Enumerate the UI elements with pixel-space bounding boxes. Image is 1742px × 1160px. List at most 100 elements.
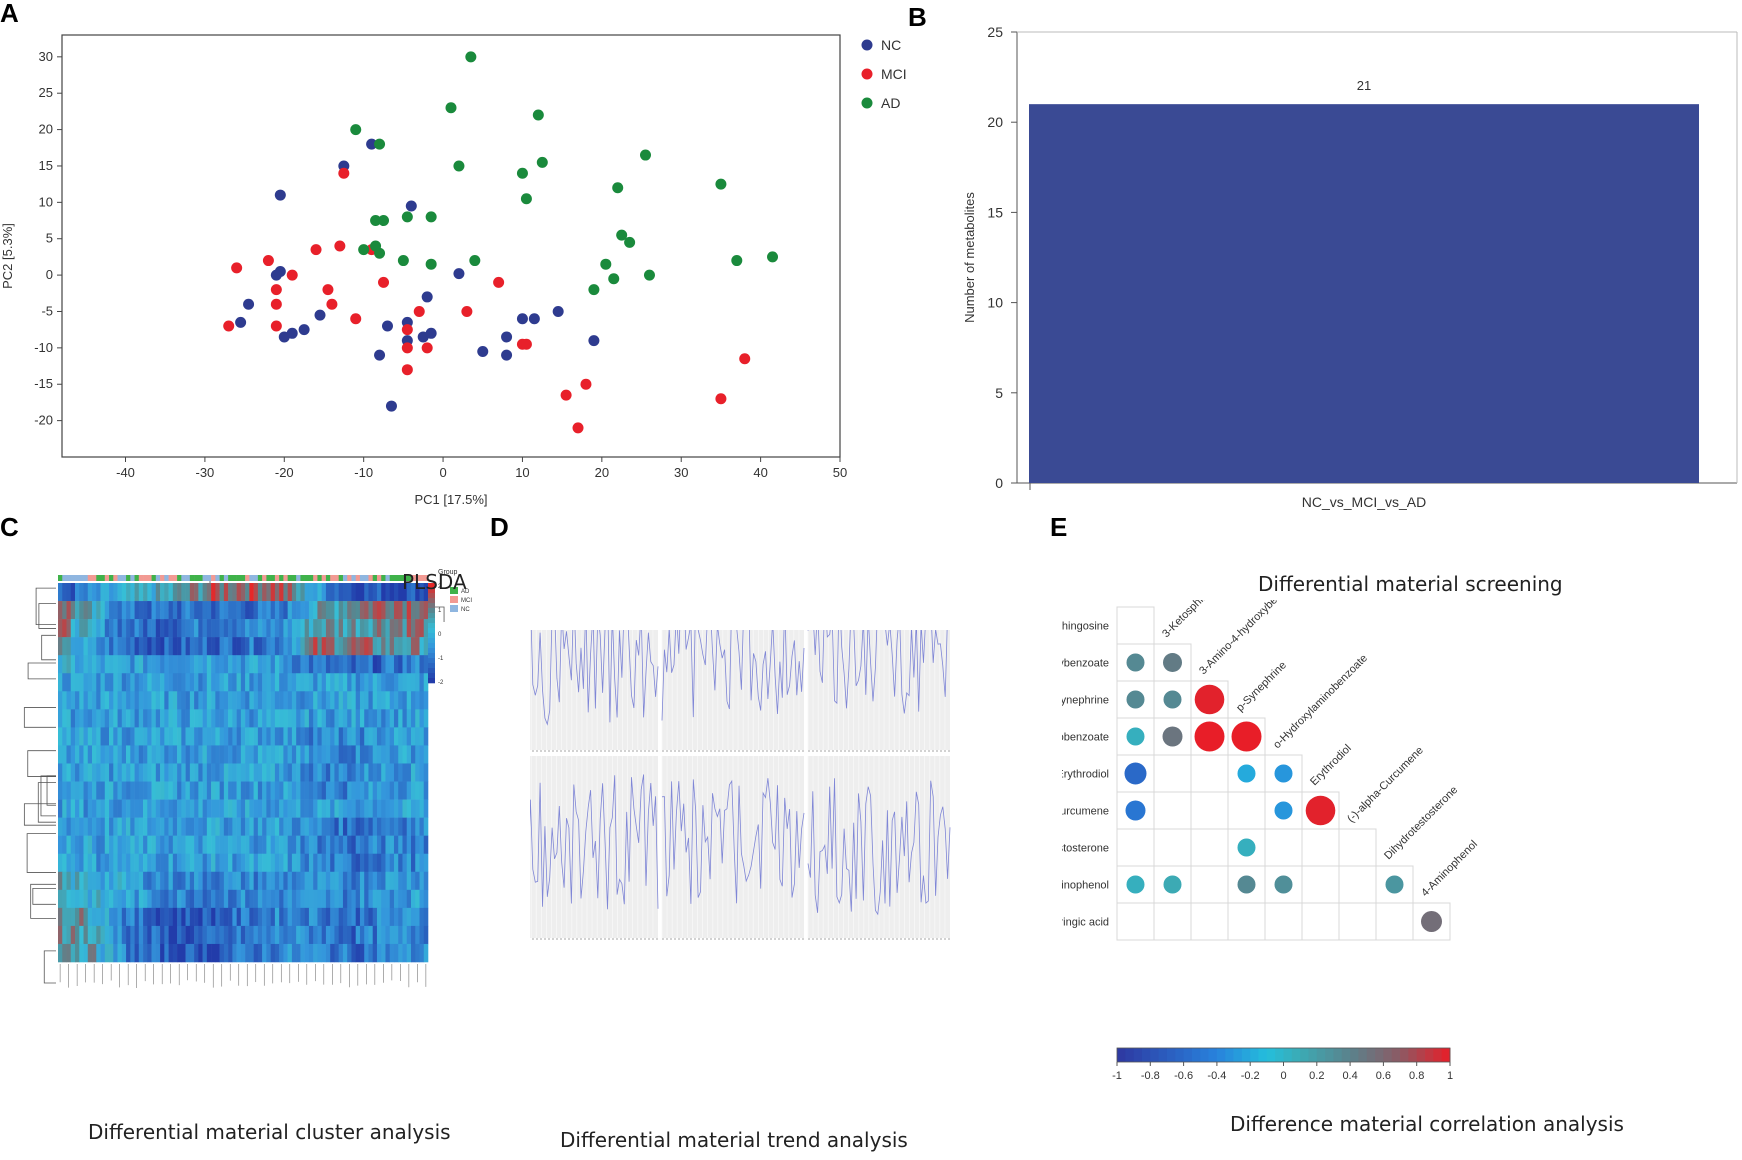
heatmap-cell — [189, 889, 195, 909]
heatmap-cell — [70, 817, 76, 836]
legend-group-swatch — [450, 605, 458, 612]
heatmap-cell — [338, 799, 344, 818]
heatmap-cell — [147, 655, 152, 674]
heatmap-cell — [66, 691, 72, 710]
heatmap-cell — [359, 709, 365, 728]
heatmap-cell — [194, 673, 199, 692]
heatmap-cell — [287, 637, 293, 656]
heatmap-cell — [202, 799, 208, 818]
heatmap-cell — [62, 637, 67, 656]
heatmap-cell — [215, 871, 220, 891]
heatmap-cell — [398, 601, 403, 620]
scatter-point-mci — [493, 276, 505, 288]
heatmap-cell — [236, 727, 242, 746]
correlation-circle — [1274, 764, 1293, 783]
heatmap-cell — [164, 655, 169, 674]
heatmap-cell — [96, 673, 101, 692]
scale-cell — [428, 633, 435, 639]
heatmap-cell — [317, 853, 322, 873]
heatmap-cell — [236, 691, 242, 710]
colorbar-segment — [1391, 1048, 1401, 1062]
heatmap-cell — [172, 709, 178, 728]
heatmap-cell — [334, 583, 339, 602]
correlation-circle — [1126, 727, 1145, 746]
colorbar-segment — [1166, 1048, 1176, 1062]
column-label: Dihydrotestosterone — [1382, 784, 1460, 862]
heatmap-cell — [368, 799, 374, 818]
group-annotation-cell — [155, 575, 161, 581]
group-annotation-cell — [304, 575, 310, 581]
heatmap-cell — [151, 781, 157, 800]
legend-group-swatch — [450, 587, 458, 594]
heatmap-cell — [58, 781, 63, 800]
heatmap-cell — [109, 619, 114, 638]
colorbar-segment — [1266, 1048, 1276, 1062]
heatmap-cell — [325, 907, 331, 927]
heatmap-cell — [342, 907, 348, 927]
heatmap-cell — [364, 601, 369, 620]
heatmap-cell — [355, 601, 361, 620]
heatmap-cell — [419, 619, 425, 638]
group-annotation-cell — [138, 575, 144, 581]
heatmap-cell — [279, 637, 284, 656]
heatmap-cell — [79, 871, 84, 891]
heatmap-cell — [104, 799, 110, 818]
heatmap-cell — [130, 709, 135, 728]
heatmap-cell — [160, 799, 165, 818]
scatter-point-nc — [588, 335, 600, 347]
heatmap-cell — [393, 709, 399, 728]
heatmap-cell — [219, 943, 225, 963]
heatmap-cell — [321, 925, 327, 945]
group-annotation-cell — [359, 575, 365, 581]
heatmap-cell — [236, 601, 242, 620]
heatmap-cell — [117, 799, 123, 818]
scale-cell — [428, 593, 435, 599]
y-axis-label: PC2 [5.3%] — [0, 223, 15, 289]
heatmap-cell — [419, 835, 425, 855]
heatmap-cell — [287, 799, 293, 818]
x-tick-label: 10 — [515, 465, 529, 480]
heatmap-cell — [423, 655, 429, 674]
heatmap-cell — [215, 583, 220, 602]
heatmap-cell — [96, 781, 101, 800]
heatmap-cell — [164, 817, 169, 836]
group-annotation-cell — [376, 575, 382, 581]
heatmap-cell — [164, 871, 169, 891]
heatmap-cell — [287, 889, 293, 909]
heatmap-cell — [270, 907, 276, 927]
group-annotation-cell — [87, 575, 93, 581]
heatmap-cell — [308, 763, 314, 782]
heatmap-cell — [83, 637, 89, 656]
heatmap-cell — [334, 781, 339, 800]
heatmap-cell — [406, 907, 412, 927]
heatmap-cell — [355, 889, 361, 909]
heatmap-cell — [70, 907, 76, 927]
heatmap-cell — [415, 763, 420, 782]
heatmap-cell — [389, 691, 395, 710]
heatmap-cell — [274, 871, 280, 891]
heatmap-cell — [130, 763, 135, 782]
heatmap-cell — [330, 637, 335, 656]
heatmap-cell — [308, 637, 314, 656]
heatmap-cell — [279, 727, 284, 746]
scale-cell — [428, 638, 435, 644]
heatmap-cell — [177, 817, 182, 836]
heatmap-cell — [338, 853, 344, 873]
heatmap-cell — [245, 673, 250, 692]
heatmap-cell — [381, 817, 386, 836]
heatmap-cell — [385, 709, 391, 728]
heatmap-cell — [194, 943, 199, 963]
group-annotation-cell — [423, 575, 429, 581]
correlation-circle — [1194, 684, 1225, 715]
heatmap-cell — [87, 655, 93, 674]
heatmap-cell — [385, 637, 391, 656]
heatmap-cell — [325, 745, 331, 764]
heatmap-cell — [313, 871, 318, 891]
heatmap-cell — [223, 943, 229, 963]
heatmap-cell — [109, 691, 114, 710]
heatmap-cell — [87, 907, 93, 927]
heatmap-cell — [266, 871, 271, 891]
heatmap-cell — [160, 601, 165, 620]
heatmap-cell — [381, 655, 386, 674]
heatmap-cell — [317, 727, 322, 746]
